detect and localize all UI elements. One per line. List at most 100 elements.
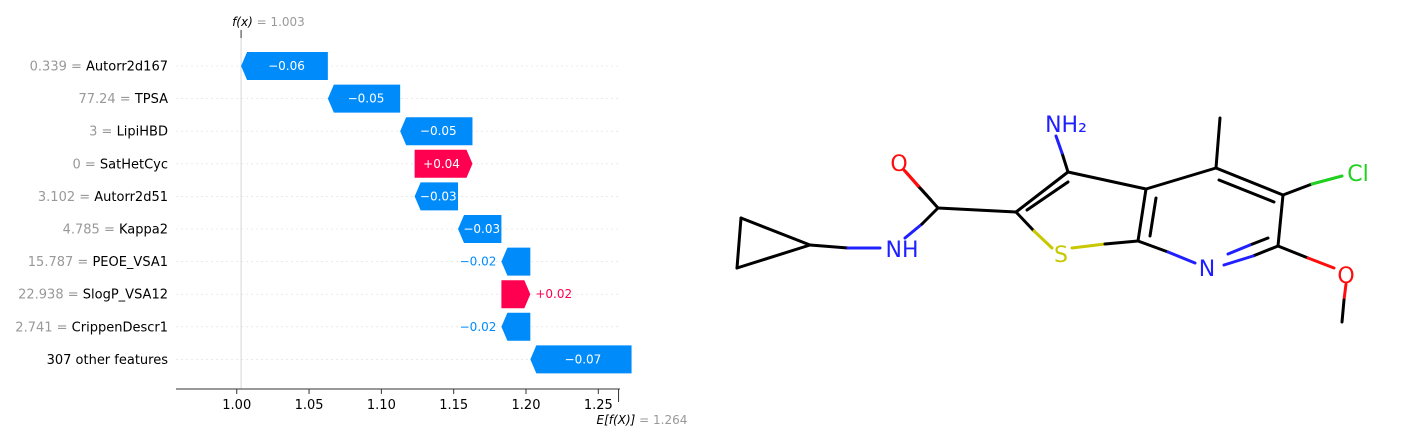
atom-nh2: NH₂: [1045, 113, 1087, 138]
atom-o-carbonyl: O: [890, 152, 907, 177]
waterfall-bar: [501, 247, 531, 276]
bar-value-label: −0.02: [460, 320, 497, 334]
bond: [1248, 236, 1270, 247]
bond-lines: [735, 116, 1348, 324]
feature-value: 0 =: [72, 157, 99, 172]
atom-nh: NH: [886, 238, 919, 263]
bond: [735, 216, 743, 270]
waterfall-bar: [501, 312, 531, 341]
shap-waterfall-chart: −0.06 −0.05 −0.05 +0.04 −0.03 −0.03 −0.02 +0.02…: [15, 15, 688, 427]
bar-value-label: −0.05: [420, 124, 457, 138]
feature-label: 4.785 = Kappa2: [63, 223, 168, 238]
feature-label: 0.339 = Autorr2d167: [30, 60, 168, 75]
feature-labels: 0.339 = Autorr2d167 77.24 = TPSA 3 = LipiH…: [15, 60, 168, 368]
bond: [903, 222, 924, 240]
bond: [1070, 242, 1107, 250]
waterfall-bar: [501, 280, 531, 309]
x-tick-label: 1.15: [439, 398, 468, 413]
bond: [1144, 166, 1218, 191]
x-tick-label: 1.20: [512, 398, 541, 413]
bond: [1014, 170, 1070, 214]
feature-value: 15.787 =: [28, 255, 93, 270]
bond: [936, 206, 1018, 214]
bond: [1103, 239, 1140, 246]
fx-annotation: f(x) = 1.003: [232, 15, 305, 29]
bond: [920, 206, 940, 226]
bond: [1226, 243, 1252, 256]
bond: [1342, 282, 1348, 302]
feature-name: SatHetCyc: [100, 157, 168, 172]
bond: [1276, 193, 1285, 248]
bond: [1148, 196, 1158, 238]
bar-value-label: −0.05: [348, 92, 385, 106]
feature-label: 77.24 = TPSA: [78, 92, 168, 107]
expected-value-annotation: E[f(X)] = 1.264: [597, 413, 688, 427]
bond: [1032, 229, 1054, 250]
feature-label: 3.102 = Autorr2d51: [38, 190, 168, 205]
waterfall-bar: [241, 52, 328, 80]
bar-value-label: −0.06: [268, 59, 305, 73]
feature-value: 77.24 =: [78, 92, 134, 107]
bond: [1276, 244, 1310, 260]
waterfall-bar: [458, 215, 502, 243]
feature-name: Autorr2d167: [86, 60, 168, 75]
bond: [1014, 210, 1036, 233]
bond: [1340, 298, 1346, 324]
bond: [1217, 178, 1276, 204]
feature-value: 0.339 =: [30, 60, 86, 75]
atom-n: N: [1199, 257, 1215, 282]
bar-value-label: −0.07: [565, 352, 602, 366]
bars: −0.06 −0.05 −0.05 +0.04 −0.03 −0.03 −0.02 +0.02…: [241, 52, 632, 374]
feature-value: 2.741 =: [15, 320, 71, 335]
bar-value-label: −0.03: [463, 222, 500, 236]
waterfall-bar: [414, 149, 473, 178]
waterfall-bar: [400, 117, 473, 146]
feature-name: TPSA: [134, 92, 168, 107]
atom-cl: Cl: [1347, 162, 1368, 187]
bond: [1060, 151, 1070, 174]
feature-name: Kappa2: [119, 223, 168, 238]
feature-label: 307 other features: [47, 353, 169, 368]
x-tick-label: 1.00: [222, 398, 251, 413]
bond: [916, 184, 933, 202]
feature-name: Autorr2d51: [94, 190, 168, 205]
waterfall-bar: [530, 345, 632, 374]
feature-value: 4.785 =: [63, 223, 119, 238]
bond: [1166, 250, 1197, 265]
atom-o-methoxy: O: [1337, 264, 1354, 289]
bond: [1054, 134, 1064, 155]
bond: [1310, 174, 1344, 186]
bond: [735, 243, 812, 270]
feature-name: PEOE_VSA1: [92, 255, 168, 270]
atom-labels: NH₂ O NH S N Cl O: [886, 113, 1369, 289]
feature-value: 3 =: [89, 125, 116, 140]
feature-value: 22.938 =: [18, 288, 83, 303]
bar-value-label: +0.04: [423, 157, 460, 171]
bond: [1222, 254, 1255, 267]
bond: [1025, 180, 1070, 212]
waterfall-bar: [414, 182, 459, 211]
feature-value: 3.102 =: [38, 190, 94, 205]
bond: [1136, 187, 1148, 243]
x-tick-label: 1.05: [295, 398, 324, 413]
feature-name: SlogP_VSA12: [83, 288, 168, 303]
feature-label: 22.938 = SlogP_VSA12: [18, 288, 168, 303]
bond: [739, 216, 812, 247]
atom-s: S: [1054, 243, 1068, 268]
feature-label: 2.741 = CrippenDescr1: [15, 320, 168, 335]
bond: [1281, 182, 1314, 197]
feature-name: CrippenDescr1: [72, 320, 168, 335]
feature-label: 3 = LipiHBD: [89, 125, 168, 140]
bond: [902, 168, 920, 188]
bar-value-label: −0.02: [460, 255, 497, 269]
molecule-structure: NH₂ O NH S N Cl O: [735, 113, 1369, 324]
bond: [1214, 166, 1285, 197]
bond: [1136, 239, 1170, 254]
waterfall-bar: [327, 84, 401, 113]
gridlines: [176, 65, 620, 360]
feature-label: 0 = SatHetCyc: [72, 157, 168, 172]
bar-value-label: −0.03: [420, 189, 457, 203]
x-axis: 1.00 1.05 1.10 1.15 1.20 1.25: [176, 30, 620, 413]
feature-label: 15.787 = PEOE_VSA1: [28, 255, 168, 270]
bond: [1066, 170, 1148, 191]
